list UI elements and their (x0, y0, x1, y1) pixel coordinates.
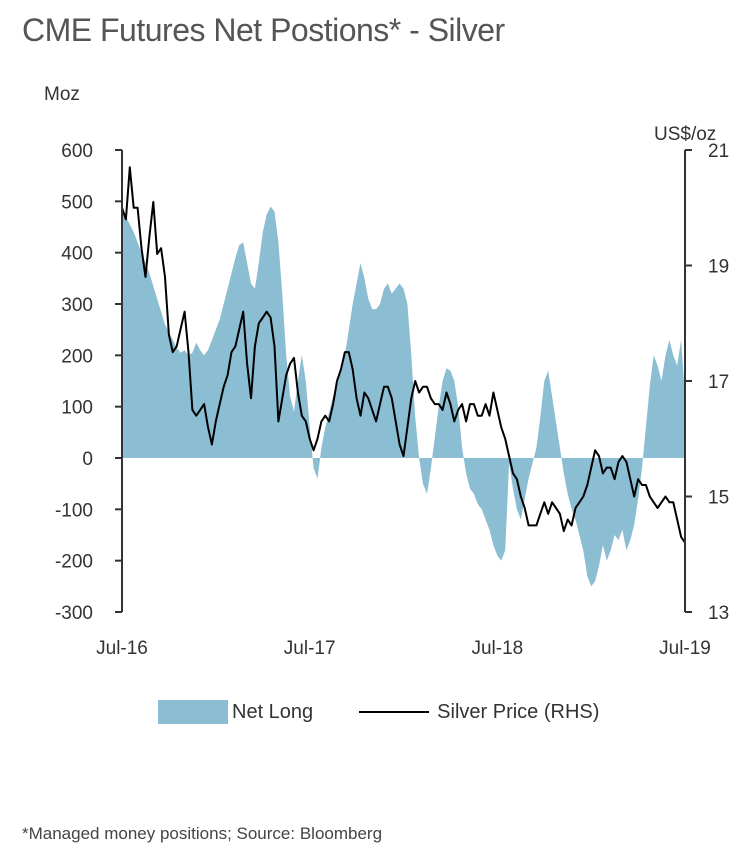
x-axis-tick-label: Jul-18 (471, 638, 523, 659)
legend-swatch-net-long (158, 700, 228, 724)
left-axis: 600 500 400 300 200 100 0 -100 -200 -300 (55, 141, 123, 624)
x-axis-tick-label: Jul-19 (659, 638, 711, 659)
right-axis-tick-label: 15 (708, 488, 729, 509)
x-axis-tick-label: Jul-16 (96, 638, 148, 659)
left-axis-tick-label: 200 (61, 346, 93, 367)
chart-title: CME Futures Net Postions* - Silver (22, 12, 505, 48)
silver-price-line (121, 166, 686, 544)
right-axis-tick-label: 21 (708, 141, 729, 162)
x-axis-tick-label: Jul-17 (284, 638, 336, 659)
silver-price-line-layer (121, 166, 686, 544)
right-axis: 21 19 17 15 13 (684, 141, 729, 624)
right-axis-label: US$/oz (654, 124, 716, 145)
left-axis-tick-label: 400 (61, 244, 93, 265)
right-axis-tick-label: 17 (708, 372, 729, 393)
left-axis-tick-label: 0 (82, 449, 93, 470)
legend-swatch-silver-price (359, 711, 430, 713)
left-axis-tick-label: 600 (61, 141, 93, 162)
right-axis-tick-label: 19 (708, 257, 729, 278)
chart-canvas: 600 500 400 300 200 100 0 -100 -200 -300 21 19 17 15… (44, 84, 729, 659)
left-axis-label: Moz (44, 84, 80, 105)
left-axis-tick-label: -300 (55, 603, 93, 624)
net-long-area (122, 206, 685, 587)
net-long-area-layer (122, 206, 685, 587)
left-axis-tick-label: 300 (61, 295, 93, 316)
left-axis-tick-label: 500 (61, 192, 93, 213)
left-axis-tick-label: 100 (61, 398, 93, 419)
x-axis: Jul-16 Jul-17 Jul-18 Jul-19 (96, 638, 711, 659)
right-axis-tick-label: 13 (708, 603, 729, 624)
footnote: *Managed money positions; Source: Bloomb… (22, 824, 383, 843)
left-axis-tick-label: -200 (55, 552, 93, 573)
left-axis-tick-label: -100 (55, 500, 93, 521)
legend-label-silver-price: Silver Price (RHS) (437, 700, 600, 723)
legend-label-net-long: Net Long (232, 700, 314, 723)
legend: Net Long Silver Price (RHS) (158, 700, 599, 724)
